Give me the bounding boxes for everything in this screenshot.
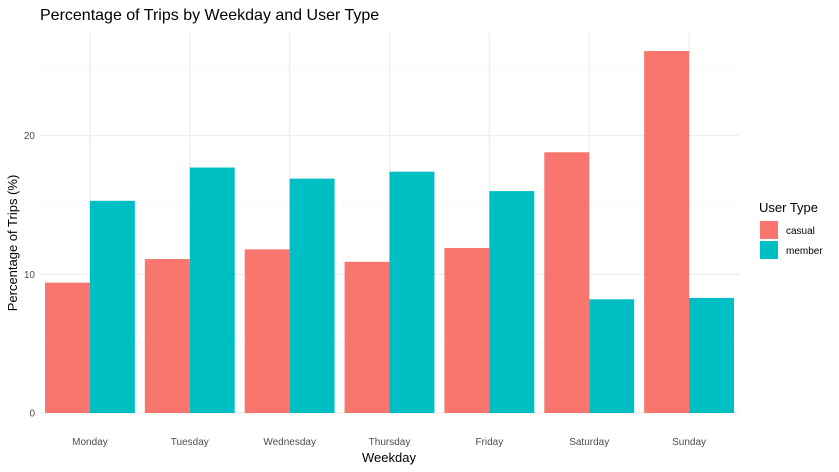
legend-label-casual: casual: [786, 226, 815, 237]
bar-casual-saturday: [544, 152, 590, 413]
legend-swatch-member: [760, 241, 778, 259]
bars: [44, 51, 735, 413]
y-axis-title: Percentage of Trips (%): [5, 175, 20, 312]
bar-member-tuesday: [189, 167, 235, 413]
x-axis-ticks: Monday Tuesday Wednesday Thursday Friday Satu…: [72, 437, 706, 448]
bar-casual-monday: [44, 282, 90, 413]
bar-casual-friday: [444, 247, 490, 413]
x-axis-title: Weekday: [362, 450, 416, 465]
legend: User Type casual member: [759, 200, 823, 259]
bar-member-wednesday: [289, 178, 335, 413]
x-tick-label: Tuesday: [171, 437, 209, 448]
y-axis-ticks: 0 10 20: [24, 131, 36, 419]
y-tick-label: 0: [29, 409, 35, 420]
x-tick-label: Monday: [72, 437, 108, 448]
bar-member-saturday: [589, 299, 635, 413]
chart-title: Percentage of Trips by Weekday and User …: [40, 7, 379, 24]
x-tick-label: Friday: [475, 437, 503, 448]
legend-label-member: member: [786, 246, 823, 257]
x-tick-label: Sunday: [672, 437, 706, 448]
bar-casual-wednesday: [244, 249, 290, 413]
legend-title: User Type: [759, 200, 818, 215]
bar-member-thursday: [389, 171, 435, 413]
bar-casual-thursday: [344, 261, 390, 413]
bar-casual-sunday: [644, 51, 690, 413]
bar-member-friday: [489, 191, 535, 413]
bar-member-sunday: [689, 297, 735, 413]
y-tick-label: 10: [24, 270, 36, 281]
x-tick-label: Wednesday: [263, 437, 316, 448]
x-tick-label: Thursday: [369, 437, 411, 448]
bar-member-monday: [89, 200, 135, 413]
x-tick-label: Saturday: [569, 437, 609, 448]
y-tick-label: 20: [24, 131, 36, 142]
legend-swatch-casual: [760, 221, 778, 239]
bar-casual-tuesday: [144, 259, 190, 413]
